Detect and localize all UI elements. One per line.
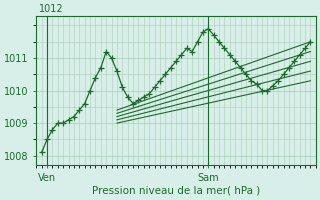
- X-axis label: Pression niveau de la mer( hPa ): Pression niveau de la mer( hPa ): [92, 186, 260, 196]
- Text: 1012: 1012: [39, 4, 64, 14]
